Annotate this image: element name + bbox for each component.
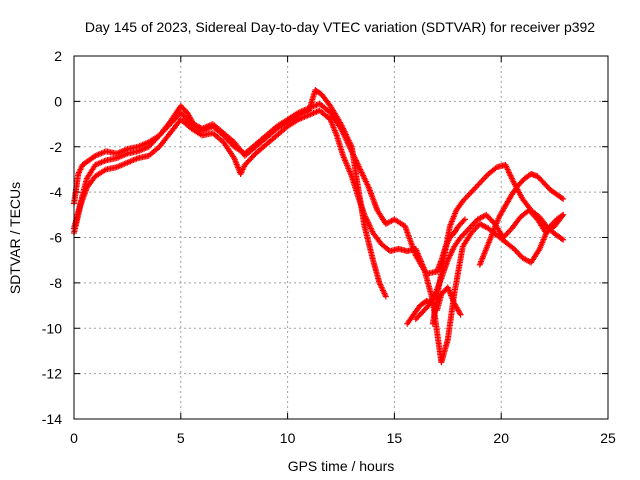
data-point (558, 235, 565, 242)
x-tick-label: 25 (600, 430, 616, 446)
y-tick-label: -4 (50, 184, 63, 200)
x-tick-labels: 0 5 10 15 20 25 (70, 430, 616, 446)
data-point (560, 195, 567, 202)
data-points (71, 87, 567, 366)
x-axis-label: GPS time / hours (288, 458, 395, 474)
x-tick-label: 20 (493, 430, 509, 446)
y-axis-label: SDTVAR / TECUs (7, 182, 23, 294)
x-tick-label: 0 (70, 430, 78, 446)
y-tick-label: -14 (42, 411, 62, 427)
grid (74, 56, 608, 419)
y-tick-label: -10 (42, 320, 62, 336)
plot-frame (73, 55, 609, 420)
chart-title: Day 145 of 2023, Sidereal Day-to-day VTE… (85, 19, 595, 35)
y-tick-label: 2 (54, 48, 62, 64)
y-tick-label: 0 (54, 93, 62, 109)
y-tick-label: -2 (50, 139, 63, 155)
data-point (382, 293, 389, 300)
y-tick-label: -6 (50, 230, 63, 246)
y-tick-label: -8 (50, 275, 63, 291)
data-point (560, 211, 567, 218)
y-tick-label: -12 (42, 366, 62, 382)
data-point (457, 311, 464, 318)
y-tick-labels: -14 -12 -10 -8 -6 -4 -2 0 2 (42, 48, 62, 427)
x-tick-label: 5 (177, 430, 185, 446)
x-tick-label: 15 (387, 430, 403, 446)
x-tick-label: 10 (280, 430, 296, 446)
data-point (461, 216, 468, 223)
data-point (460, 217, 467, 224)
data-point (558, 195, 565, 202)
data-point (560, 236, 567, 243)
